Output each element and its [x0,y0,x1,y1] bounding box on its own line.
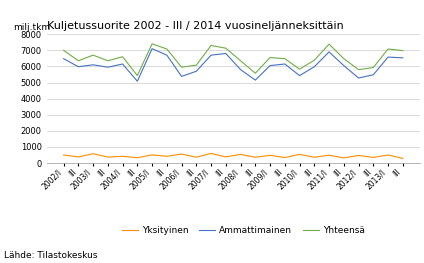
Line: Ammattimainen: Ammattimainen [64,49,403,81]
Yksityinen [238,153,243,156]
Yksityinen [253,156,258,159]
Ammattimainen [297,74,302,77]
Yhteensä [268,56,273,59]
Text: Lähde: Tilastokeskus: Lähde: Tilastokeskus [4,251,98,260]
Yksityinen [105,155,110,159]
Yksityinen [341,156,346,159]
Yhteensä [76,59,81,62]
Ammattimainen [209,54,214,57]
Yhteensä [282,57,287,60]
Ammattimainen [91,63,96,66]
Yhteensä [326,43,332,46]
Ammattimainen [356,77,361,80]
Ammattimainen [326,50,332,53]
Yksityinen [297,153,302,156]
Yksityinen [91,152,96,155]
Yksityinen [312,156,317,159]
Yksityinen [282,156,287,159]
Yhteensä [400,49,405,52]
Yksityinen [61,153,66,156]
Ammattimainen [341,64,346,67]
Ammattimainen [223,52,229,55]
Ammattimainen [105,66,110,69]
Ammattimainen [371,73,376,76]
Yhteensä [371,66,376,69]
Yhteensä [238,59,243,62]
Ammattimainen [400,56,405,59]
Yksityinen [400,157,405,160]
Yhteensä [194,64,199,67]
Ammattimainen [253,79,258,82]
Yhteensä [105,59,110,62]
Yhteensä [297,68,302,71]
Yksityinen [326,154,332,157]
Ammattimainen [312,65,317,68]
Yhteensä [150,42,155,45]
Yhteensä [209,44,214,47]
Yhteensä [61,49,66,52]
Yhteensä [385,47,391,50]
Yhteensä [356,68,361,71]
Yhteensä [135,74,140,77]
Yhteensä [179,66,184,69]
Ammattimainen [150,47,155,50]
Yhteensä [91,54,96,57]
Yksityinen [150,153,155,156]
Text: milj.tkm: milj.tkm [13,23,50,32]
Yksityinen [371,156,376,159]
Yksityinen [223,155,229,159]
Yhteensä [164,47,169,50]
Yksityinen [194,156,199,159]
Yhteensä [341,57,346,60]
Line: Yksityinen: Yksityinen [64,153,403,158]
Yhteensä [120,55,125,58]
Ammattimainen [282,62,287,65]
Yksityinen [179,153,184,156]
Yksityinen [356,154,361,157]
Yksityinen [135,156,140,159]
Ammattimainen [194,70,199,73]
Ammattimainen [164,54,169,57]
Text: Kuljetussuorite 2002 - III / 2014 vuosineljänneksittäin: Kuljetussuorite 2002 - III / 2014 vuosin… [47,21,343,31]
Yksityinen [120,155,125,158]
Ammattimainen [61,57,66,60]
Ammattimainen [268,64,273,67]
Yhteensä [223,47,229,50]
Yksityinen [76,155,81,159]
Line: Yhteensä: Yhteensä [64,44,403,75]
Ammattimainen [179,75,184,78]
Yksityinen [164,155,169,158]
Yksityinen [268,154,273,157]
Ammattimainen [135,80,140,83]
Yhteensä [312,59,317,62]
Yksityinen [385,153,391,156]
Yhteensä [253,72,258,75]
Yksityinen [209,152,214,155]
Ammattimainen [120,62,125,65]
Ammattimainen [76,65,81,68]
Ammattimainen [238,68,243,71]
Legend: Yksityinen, Ammattimainen, Yhteensä: Yksityinen, Ammattimainen, Yhteensä [118,222,368,239]
Ammattimainen [385,55,391,59]
